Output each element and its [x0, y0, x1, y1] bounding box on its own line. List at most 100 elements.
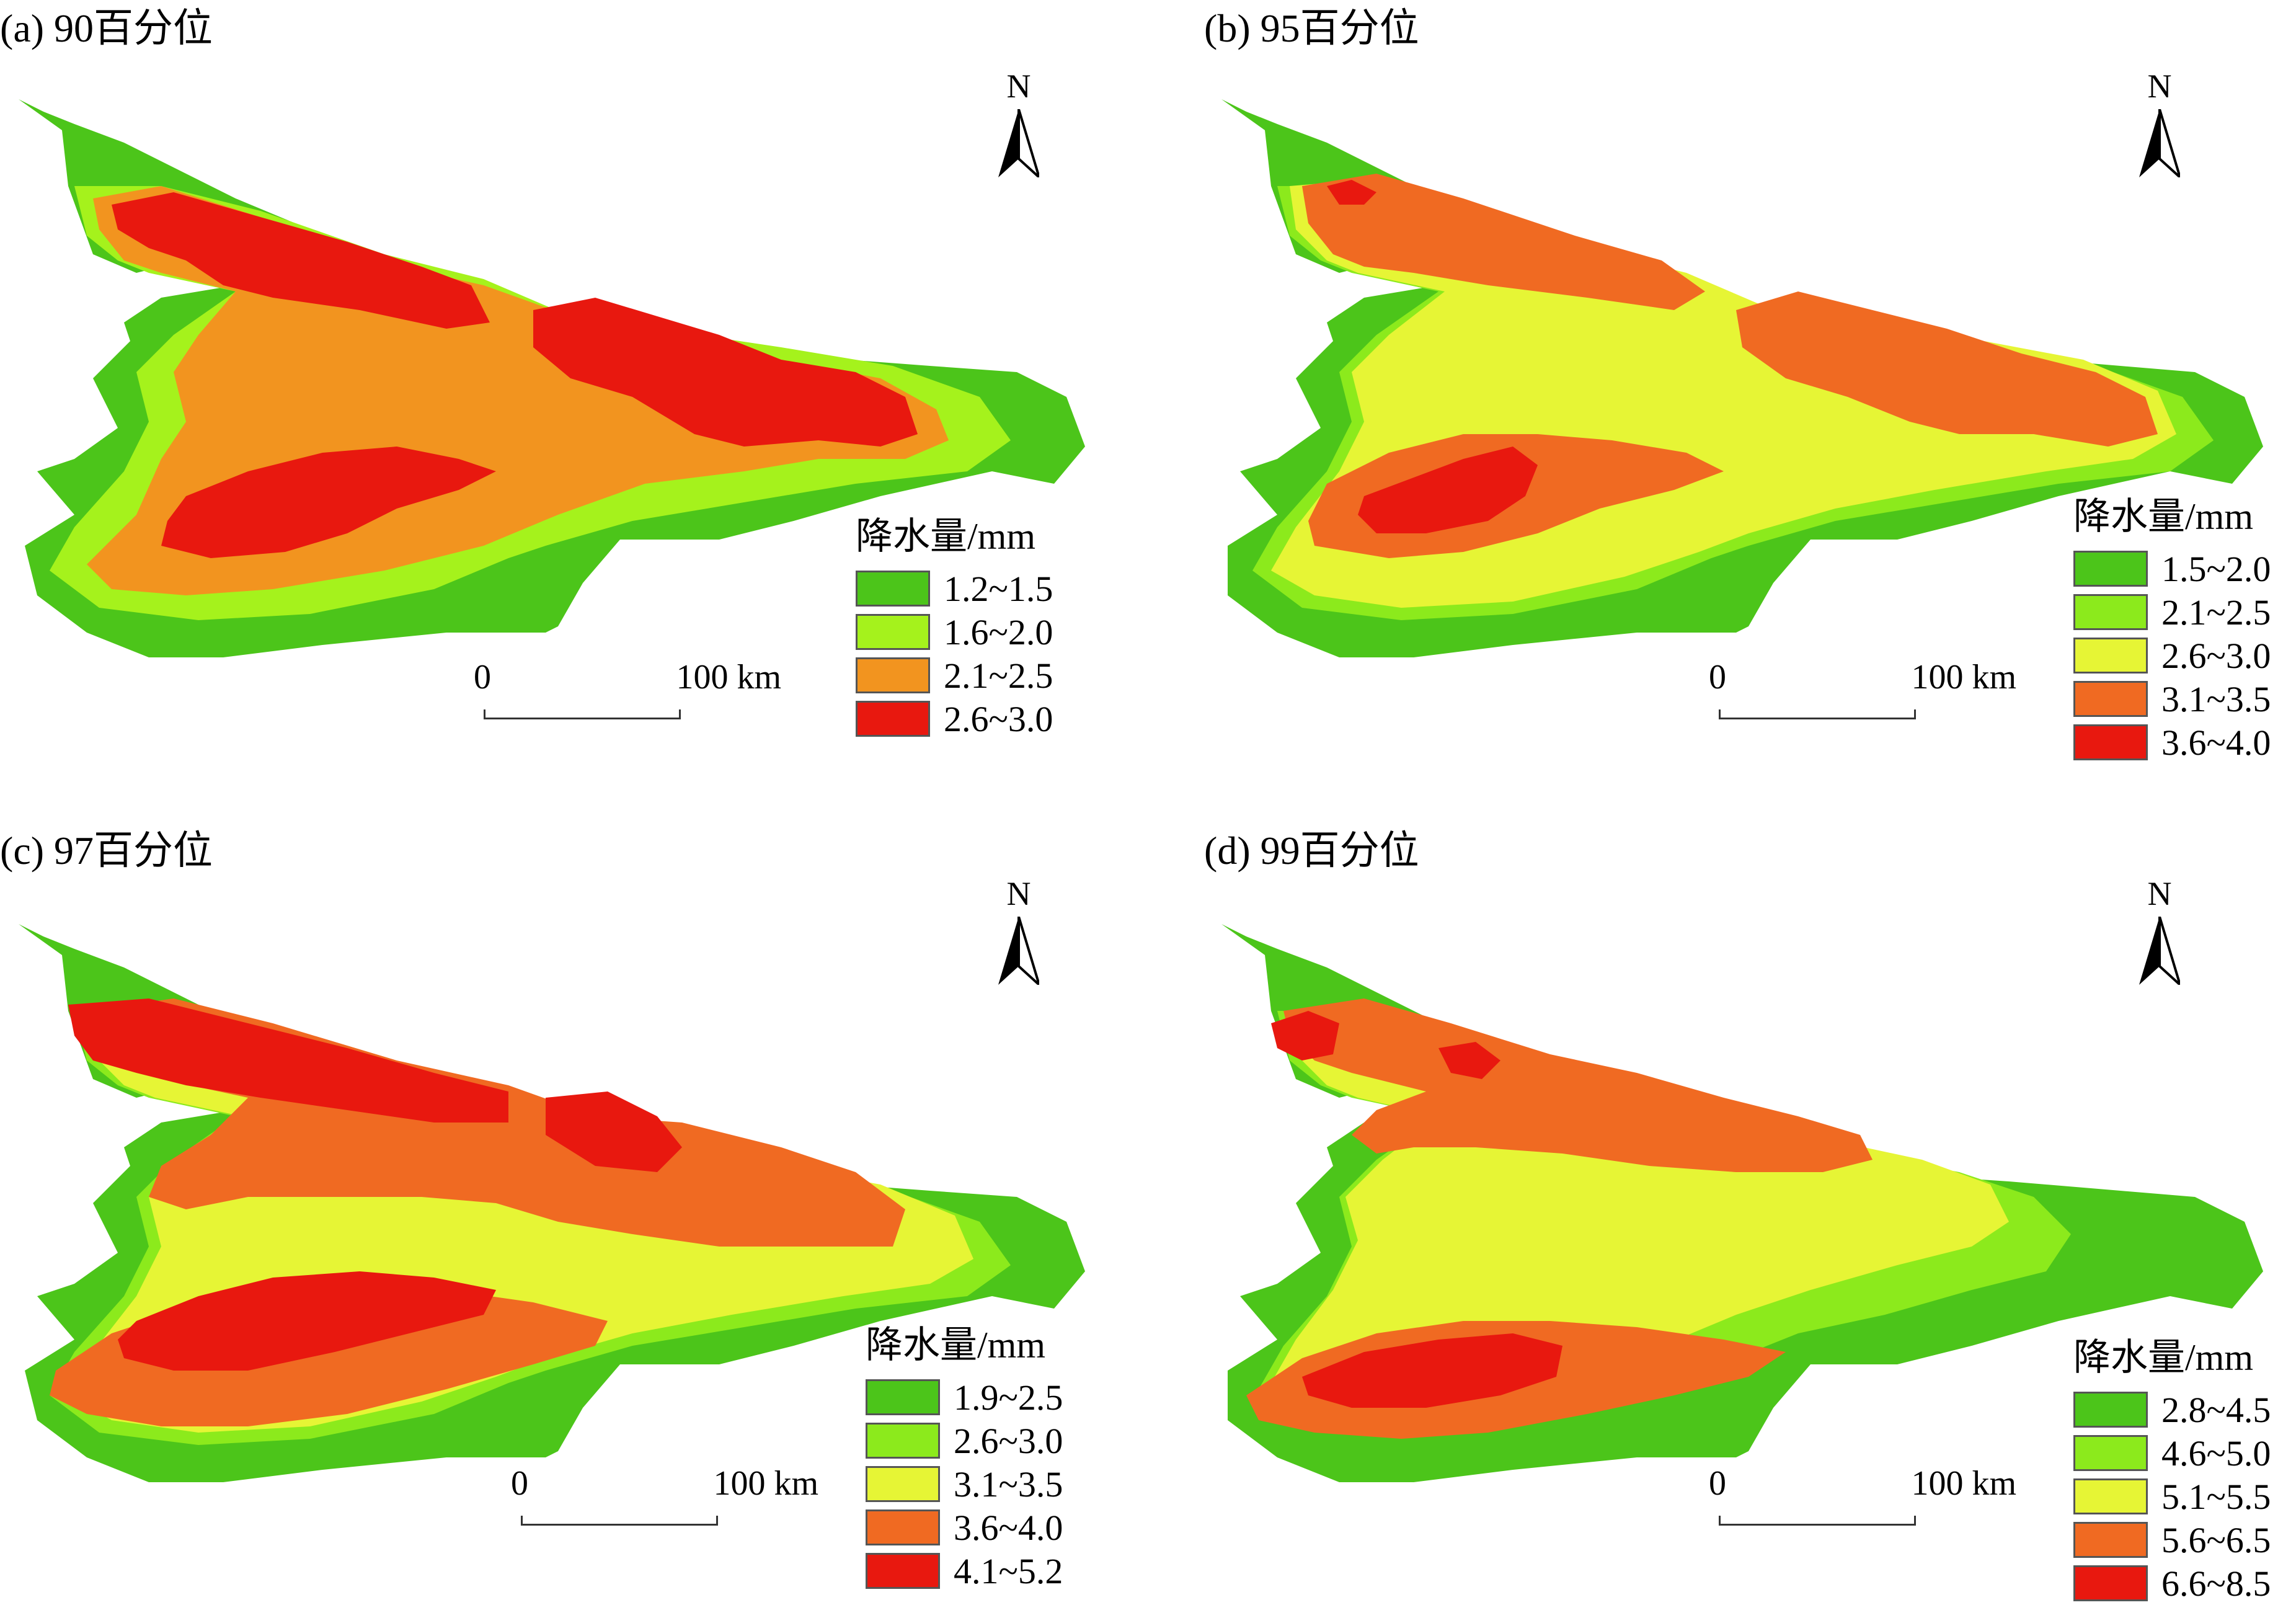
- legend-label: 5.6~6.5: [2161, 1519, 2271, 1560]
- scale-start-label: 0: [474, 658, 491, 696]
- legend-swatch: [2073, 1392, 2148, 1428]
- region-zone-7: [546, 1091, 682, 1172]
- region-zone-5: [1736, 291, 2158, 447]
- legend-item: 3.1~3.5: [866, 1462, 1126, 1506]
- legend-item: 2.1~2.5: [856, 654, 1116, 697]
- legend-item: 2.6~3.0: [2073, 634, 2296, 677]
- north-label: N: [2147, 875, 2172, 912]
- region-zone-6: [68, 998, 508, 1123]
- legend-swatch: [856, 701, 930, 737]
- scale-end-label: 100 km: [1911, 658, 2016, 696]
- legend-item: 3.1~3.5: [2073, 677, 2296, 721]
- legend-item: 6.6~8.5: [2073, 1562, 2296, 1605]
- legend-swatch: [2073, 1435, 2148, 1471]
- north-label: N: [1006, 875, 1031, 912]
- legend: 降水量/mm 1.9~2.5 2.6~3.0 3.1~3.5 3.6~4.0 4…: [866, 1323, 1126, 1593]
- panel-title: (d) 99百分位: [1204, 829, 1419, 873]
- legend: 降水量/mm 2.8~4.5 4.6~5.0 5.1~5.5 5.6~6.5 6…: [2073, 1336, 2296, 1605]
- legend-label: 2.8~4.5: [2161, 1389, 2271, 1430]
- legend-swatch: [866, 1509, 940, 1545]
- precipitation-map: [19, 924, 1085, 1482]
- legend: 降水量/mm 1.2~1.5 1.6~2.0 2.1~2.5 2.6~3.0: [856, 515, 1116, 740]
- region-zone-8: [118, 1271, 496, 1371]
- scale-line: [521, 1516, 718, 1526]
- scale-bar: 0 100 km: [1709, 1464, 2016, 1538]
- scale-start-label: 0: [1709, 1464, 1726, 1503]
- legend-item: 4.1~5.2: [866, 1549, 1126, 1593]
- legend-swatch: [2073, 594, 2148, 630]
- scale-line: [1719, 1516, 1916, 1526]
- legend-swatch: [866, 1379, 940, 1415]
- scale-line: [484, 709, 681, 719]
- scale-line: [1719, 709, 1916, 719]
- legend-swatch: [866, 1466, 940, 1502]
- north-arrow-icon: [2139, 917, 2180, 985]
- region-zone-6: [1271, 1011, 1339, 1060]
- region-zone-8: [1327, 180, 1376, 205]
- north-arrow: N: [985, 874, 1053, 992]
- region-zone-4: [1283, 998, 1873, 1172]
- legend-item: 5.1~5.5: [2073, 1475, 2296, 1518]
- legend-label: 2.1~2.5: [944, 655, 1053, 696]
- legend-item: 1.2~1.5: [856, 567, 1116, 610]
- legend-item: 1.6~2.0: [856, 610, 1116, 654]
- north-arrow: N: [2125, 874, 2194, 992]
- north-label: N: [2147, 68, 2172, 105]
- legend-label: 1.5~2.0: [2161, 548, 2271, 589]
- region-zone-5: [533, 298, 918, 447]
- map-panel-b: (b) 95百分位 N 0 100 km 降水量/mm 1.5~2.0 2.1~…: [1190, 0, 2296, 800]
- legend-item: 3.6~4.0: [2073, 721, 2296, 764]
- north-arrow-icon: [998, 109, 1039, 177]
- legend-label: 1.2~1.5: [944, 568, 1053, 609]
- legend-label: 3.6~4.0: [2161, 722, 2271, 763]
- legend-swatch: [856, 614, 930, 650]
- precipitation-map: [19, 99, 1085, 657]
- scale-start-label: 0: [1709, 658, 1726, 696]
- region-zone-7: [1302, 1333, 1562, 1408]
- legend-swatch: [866, 1423, 940, 1459]
- legend-swatch: [2073, 681, 2148, 717]
- legend: 降水量/mm 1.5~2.0 2.1~2.5 2.6~3.0 3.1~3.5 3…: [2073, 495, 2296, 764]
- region-zone-8: [1438, 1042, 1500, 1079]
- legend-item: 2.6~3.0: [866, 1419, 1126, 1462]
- legend-label: 3.1~3.5: [2161, 678, 2271, 719]
- panel-title: (c) 97百分位: [0, 829, 213, 873]
- legend-label: 3.6~4.0: [954, 1507, 1063, 1548]
- scale-end-label: 100 km: [713, 1464, 818, 1503]
- north-label: N: [1006, 68, 1031, 105]
- scale-end-label: 100 km: [1911, 1464, 2016, 1503]
- legend-label: 4.6~5.0: [2161, 1433, 2271, 1474]
- legend-label: 2.1~2.5: [2161, 592, 2271, 633]
- legend-swatch: [2073, 1522, 2148, 1558]
- legend-label: 6.6~8.5: [2161, 1563, 2271, 1604]
- legend-swatch: [856, 571, 930, 607]
- region-zone-6: [161, 447, 496, 558]
- legend-item: 5.6~6.5: [2073, 1518, 2296, 1562]
- scale-bar: 0 100 km: [474, 657, 781, 732]
- region-zone-7: [1358, 447, 1538, 533]
- legend-label: 2.6~3.0: [2161, 635, 2271, 676]
- legend-title: 降水量/mm: [2073, 1337, 2254, 1378]
- legend-item: 2.1~2.5: [2073, 590, 2296, 634]
- panel-title: (a) 90百分位: [0, 6, 213, 50]
- legend-item: 2.6~3.0: [856, 697, 1116, 740]
- legend-swatch: [2073, 638, 2148, 674]
- legend-swatch: [856, 657, 930, 693]
- panel-title: (b) 95百分位: [1204, 6, 1419, 50]
- legend-label: 2.6~3.0: [944, 698, 1053, 739]
- region-zone-4: [1302, 174, 1705, 310]
- scale-bar: 0 100 km: [1709, 657, 2016, 732]
- scale-bar: 0 100 km: [511, 1464, 818, 1538]
- legend-title: 降水量/mm: [2073, 496, 2254, 537]
- legend-item: 2.8~4.5: [2073, 1388, 2296, 1431]
- legend-swatch: [2073, 724, 2148, 760]
- legend-item: 4.6~5.0: [2073, 1431, 2296, 1475]
- legend-label: 5.1~5.5: [2161, 1476, 2271, 1517]
- scale-end-label: 100 km: [676, 658, 781, 696]
- legend-label: 1.9~2.5: [954, 1377, 1063, 1418]
- precipitation-map: [1221, 99, 2263, 657]
- legend-swatch: [866, 1553, 940, 1589]
- region-zone-4: [112, 192, 490, 329]
- map-panel-c: (c) 97百分位 N 0 100 km 降水量/mm 1.9~2.5 2.6~…: [0, 800, 1148, 1600]
- north-arrow-icon: [2139, 109, 2180, 177]
